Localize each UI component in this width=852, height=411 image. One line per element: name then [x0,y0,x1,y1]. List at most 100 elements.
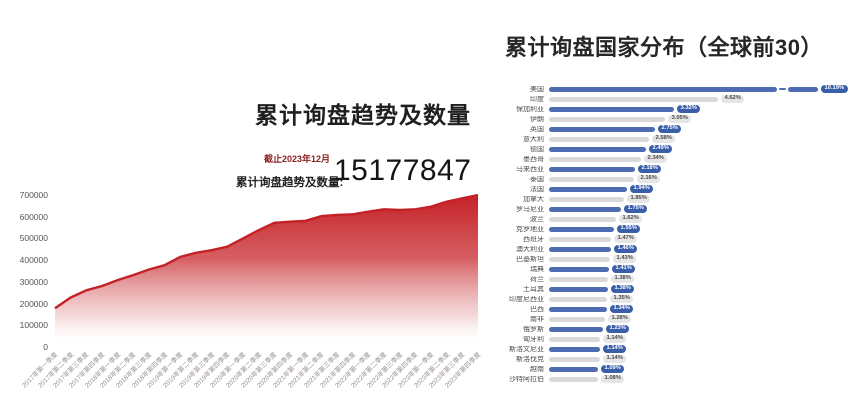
value-badge: 3.05% [668,114,692,124]
as-of-label: 截止2023年12月 [264,154,331,164]
value-badge: 2.58% [652,134,676,144]
bar-track: 1.62% [549,214,848,224]
country-label: 澳大利亚 [516,245,544,253]
country-row-29: 越南 1.09% [500,364,848,374]
bar-track: 1.85% [549,194,848,204]
country-bar [549,226,614,232]
country-bar [549,166,635,172]
right-chart-title: 累计询盘国家分布（全球前30） [505,35,823,60]
country-row-9: 马来西亚 2.18% [500,164,848,174]
country-label: 西班牙 [523,235,544,243]
y-tick-label: 200000 [19,298,48,309]
country-label: 巴基斯坦 [516,255,544,263]
value-badge: 1.28% [608,314,632,324]
country-row-12: 加拿大 1.85% [500,194,848,204]
bar-track: 2.18% [549,164,848,174]
country-label: 巴西 [530,305,544,313]
y-tick-label: 100000 [19,320,48,331]
country-row-17: 澳大利亚 1.46% [500,244,848,254]
bar-track: 1.47% [549,234,848,244]
country-row-6: 意大利 2.58% [500,134,848,144]
value-badge: 1.47% [614,234,638,244]
country-row-7: 德国 2.49% [500,144,848,154]
country-label: 南非 [530,315,544,323]
value-badge: 1.75% [624,204,648,214]
bar-track: 4.62% [549,94,848,104]
country-bar [549,346,600,352]
bar-track: 2.16% [549,174,848,184]
country-bar-segment [549,86,777,92]
country-row-20: 荷兰 1.38% [500,274,848,284]
country-label: 印度尼西亚 [509,295,544,303]
value-badge: 1.14% [603,334,627,344]
value-badge: 1.08% [601,374,625,384]
value-badge: 2.16% [637,174,661,184]
country-label: 保加利亚 [516,105,544,113]
y-tick-label: 700000 [19,190,48,200]
bar-track: 2.58% [549,134,848,144]
country-row-25: 俄罗斯 1.23% [500,324,848,334]
country-bar [549,206,621,212]
bar-track: 1.28% [549,314,848,324]
country-bar [549,336,600,342]
country-bar [549,96,718,102]
value-badge: 2.18% [638,164,662,174]
country-row-2: 印度 4.62% [500,94,848,104]
country-row-21: 土耳其 1.38% [500,284,848,294]
bar-track: 10.19% [549,84,848,94]
country-label: 意大利 [523,135,544,143]
area-chart [54,193,479,347]
bar-track: 1.08% [549,374,848,384]
country-row-18: 巴基斯坦 1.43% [500,254,848,264]
y-tick-label: 600000 [19,211,48,222]
country-label: 泰国 [530,175,544,183]
country-row-11: 法国 1.94% [500,184,848,194]
y-tick-label: 300000 [19,276,48,287]
bar-track: 1.14% [549,354,848,364]
country-label: 伊朗 [530,115,544,123]
country-label: 斯洛伐克 [516,355,544,363]
bar-track: 1.38% [549,284,848,294]
country-bar [549,256,610,262]
country-label: 德国 [530,145,544,153]
y-tick-label: 400000 [19,255,48,266]
country-bar [549,316,605,322]
country-bar-list: 美国 10.19% 印度 4.62% 保加利亚 3.32% 伊朗 3.05% 英国 2.75% 意大… [500,84,848,384]
left-chart-title: 累计询盘趋势及数量 [255,102,471,128]
country-bar-segment [788,86,818,92]
bar-track: 1.14% [549,334,848,344]
value-badge: 1.41% [612,264,636,274]
value-badge: 3.32% [677,104,701,114]
bar-track: 3.32% [549,104,848,114]
country-label: 俄罗斯 [523,325,544,333]
country-label: 美国 [530,85,544,93]
country-row-3: 保加利亚 3.32% [500,104,848,114]
country-bar [549,116,665,122]
country-bar [549,356,600,362]
value-badge: 1.55% [617,224,641,234]
country-bar [549,236,611,242]
country-bar [549,176,634,182]
country-row-14: 波兰 1.62% [500,214,848,224]
country-label: 墨西哥 [523,155,544,163]
bar-track: 1.35% [549,294,848,304]
country-row-23: 巴西 1.34% [500,304,848,314]
bar-track: 1.23% [549,324,848,334]
country-row-4: 伊朗 3.05% [500,114,848,124]
country-bar [549,196,624,202]
country-label: 克罗地亚 [516,225,544,233]
country-label: 法国 [530,185,544,193]
country-bar [549,366,598,372]
value-badge: 1.14% [603,344,627,354]
bar-track: 1.55% [549,224,848,234]
area-fill [55,195,478,347]
stat-label: 累计询盘趋势及数量: [236,177,344,189]
country-label: 匈牙利 [523,335,544,343]
country-row-10: 泰国 2.16% [500,174,848,184]
value-badge: 1.38% [611,284,635,294]
country-label: 加拿大 [523,195,544,203]
bar-track: 2.49% [549,144,848,154]
country-row-13: 罗马尼亚 1.75% [500,204,848,214]
y-tick-label: 500000 [19,233,48,244]
